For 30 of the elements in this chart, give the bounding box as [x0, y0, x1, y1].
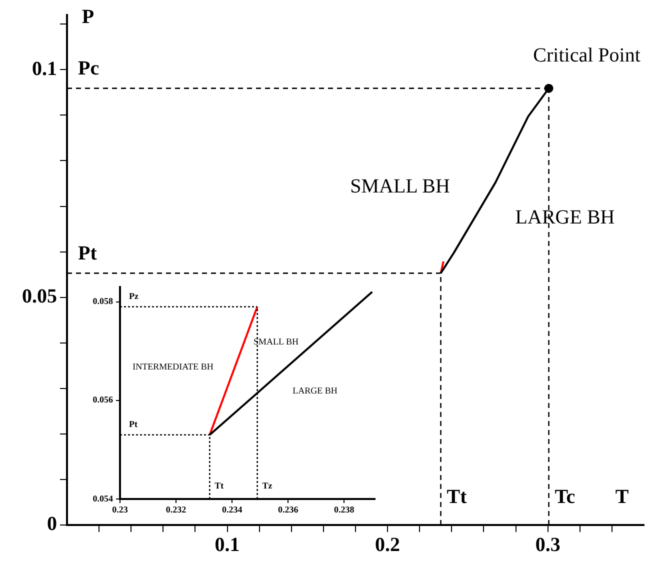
- annotation: SMALL BH: [254, 336, 299, 346]
- annotation: LARGE BH: [515, 206, 615, 228]
- x-tick-label: 0.236: [278, 504, 299, 515]
- y-tick-label: 0: [47, 513, 57, 536]
- y-axis-title: P: [82, 6, 94, 28]
- annotation: LARGE BH: [292, 385, 338, 396]
- ref-line-label: Tt: [446, 486, 468, 508]
- ref-line-label: Pc: [78, 57, 100, 80]
- annotation: Critical Point: [533, 44, 641, 67]
- y-tick-label: 0.058: [92, 296, 114, 306]
- x-tick-label: 0.2: [375, 534, 400, 556]
- ref-line-label: Tz: [262, 480, 272, 490]
- y-tick-label: 0.054: [92, 493, 114, 504]
- x-tick-label: 0.238: [334, 504, 355, 515]
- annotation: SMALL BH: [350, 175, 450, 198]
- y-tick-label: 0.056: [92, 394, 114, 405]
- x-tick-label: 0.3: [535, 534, 560, 556]
- x-tick-label: 0.23: [112, 504, 128, 515]
- ref-line-label: Pz: [129, 291, 138, 302]
- ref-line-label: Pt: [78, 242, 98, 264]
- x-axis-title: T: [615, 486, 630, 508]
- y-tick-label: 0.05: [22, 285, 57, 308]
- x-tick-label: 0.1: [214, 534, 240, 556]
- x-tick-label: 0.232: [166, 504, 187, 515]
- ref-line-label: Pt: [129, 419, 138, 430]
- y-tick-label: 0.1: [32, 58, 57, 80]
- ref-line-label: Tt: [214, 480, 224, 490]
- annotation: INTERMEDIATE BH: [132, 361, 214, 372]
- ref-line-label: Tc: [554, 486, 576, 508]
- x-tick-label: 0.234: [222, 504, 243, 515]
